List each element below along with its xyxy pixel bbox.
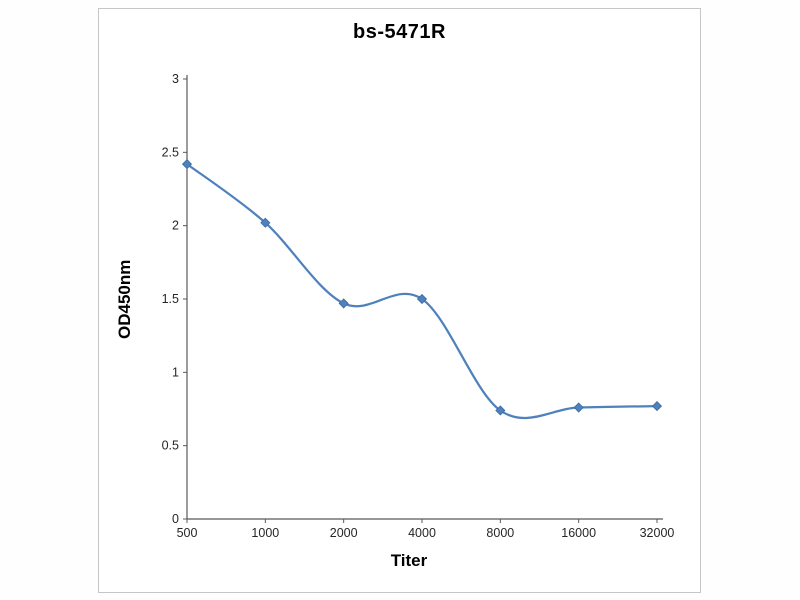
- data-point-marker: [651, 401, 663, 412]
- x-tick-label: 16000: [561, 526, 596, 540]
- y-tick-label: 0.5: [162, 439, 179, 453]
- x-tick-label: 32000: [640, 526, 675, 540]
- data-point-marker: [495, 405, 506, 416]
- data-point-marker: [181, 159, 193, 170]
- line-chart: 0 0.5 1 1.5 2 2.5 3 500 1000 2000 4000 8000 16000 320…: [162, 72, 675, 540]
- x-tick-label: 1000: [251, 526, 279, 540]
- series-markers: [181, 159, 663, 416]
- x-tick-label: 4000: [408, 526, 436, 540]
- data-point-marker: [416, 293, 428, 305]
- data-point-marker: [260, 217, 271, 228]
- chart-title: bs-5471R: [353, 21, 446, 43]
- y-tick-label: 3: [172, 72, 179, 86]
- x-tick-label: 2000: [330, 526, 358, 540]
- chart-panel: bs-5471R OD450nm 0 0.5 1 1.5 2 2.5 3 500 1000 200…: [98, 8, 701, 593]
- y-tick-label: 0: [172, 512, 179, 526]
- y-tick-label: 1: [172, 365, 179, 379]
- y-tick-label: 1.5: [162, 292, 179, 306]
- x-tick-label: 500: [177, 526, 198, 540]
- y-axis-label: OD450nm: [115, 259, 134, 339]
- x-axis-label: Titer: [390, 551, 428, 570]
- data-point-marker: [573, 402, 584, 413]
- y-tick-label: 2.5: [162, 145, 179, 159]
- series-line: [185, 162, 659, 420]
- y-tick-label: 2: [172, 219, 179, 233]
- data-point-marker: [338, 298, 349, 309]
- axes: 0 0.5 1 1.5 2 2.5 3 500 1000 2000 4000 8000 16000 320…: [162, 72, 675, 540]
- x-tick-label: 8000: [486, 526, 514, 540]
